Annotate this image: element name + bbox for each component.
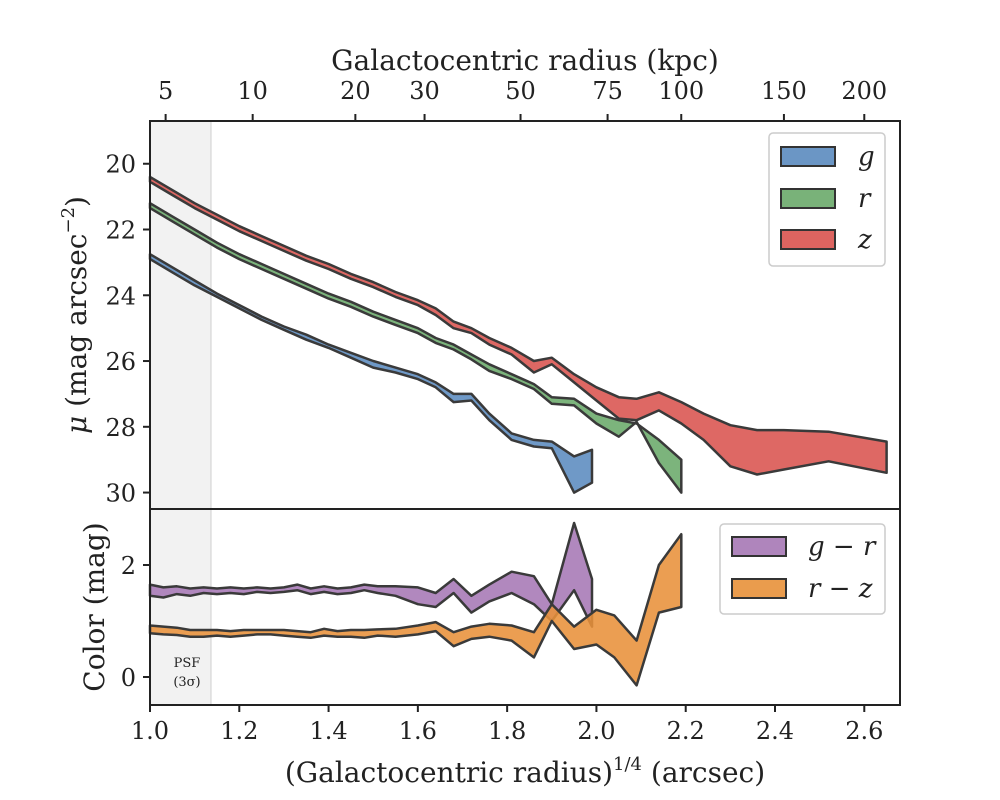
bottom-panel-bands [148,521,683,687]
x-axis-title: (Galactocentric radius)1/4 (arcsec) [285,754,765,789]
legend-label-g: g [858,142,875,172]
y-tick-label-top: 28 [105,414,136,442]
y-tick-label-top: 22 [105,217,136,245]
x-tick-label: 1.6 [399,717,437,745]
x-tick-label: 1.8 [488,717,526,745]
x-tick-label: 2.4 [756,717,794,745]
top-x-tick-label: 50 [505,77,536,105]
legend-swatch-g [780,146,836,167]
legend-label-r-z: r − z [808,574,873,604]
legend-swatch-r [780,188,836,209]
top-x-tick-label: 10 [237,77,268,105]
legend-label-g-r: g − r [808,532,877,562]
y-axis-title-bottom: Color (mag) [78,522,111,691]
y-tick-label-top: 26 [105,348,136,376]
top-x-tick-label: 20 [340,77,371,105]
top-x-tick-label: 150 [761,77,807,105]
psf-shaded-region [150,121,211,509]
psf-sigma-label: (3σ) [173,675,200,690]
axis-ticks: 1.0 1.2 1.4 1.6 1.8 2.0 2.2 2.4 2.65 10 20 30 50 75 10… [105,77,887,745]
legend-bottom: g − r r − z [719,523,886,615]
top-axis-title: Galactocentric radius (kpc) [331,44,719,77]
y-tick-label-bottom: 2 [121,552,136,580]
top-x-tick-label: 75 [592,77,623,105]
y-axis-title-top: μ (mag arcsec−2) [58,196,93,434]
legend-swatch-z [780,229,836,250]
band-r [148,201,683,494]
top-x-tick-label: 5 [158,77,173,105]
top-panel-bands [148,175,888,494]
bottom-panel-frame [149,508,901,706]
x-tick-label: 2.0 [577,717,615,745]
legend-top: g r z [768,132,886,267]
psf-label: PSF [174,656,201,671]
band-rz [148,532,683,687]
y-tick-label-top: 20 [105,151,136,179]
y-tick-label-top: 24 [105,282,136,310]
top-x-tick-label: 100 [658,77,704,105]
legend-label-z: z [857,225,872,255]
top-x-tick-label: 30 [409,77,440,105]
x-tick-label: 2.6 [845,717,883,745]
band-g [148,252,594,494]
y-tick-label-top: 30 [105,480,136,508]
x-tick-label: 1.4 [309,717,347,745]
legend-swatch-g-r [731,536,787,557]
x-tick-label: 2.2 [667,717,705,745]
x-tick-label: 1.2 [220,717,258,745]
legend-label-r: r [858,184,872,214]
top-x-tick-label: 200 [841,77,887,105]
legend-swatch-r-z [731,578,787,599]
y-tick-label-bottom: 0 [121,664,136,692]
psf-shaded-region [150,509,211,705]
x-tick-label: 1.0 [131,717,169,745]
band-z [148,175,888,476]
